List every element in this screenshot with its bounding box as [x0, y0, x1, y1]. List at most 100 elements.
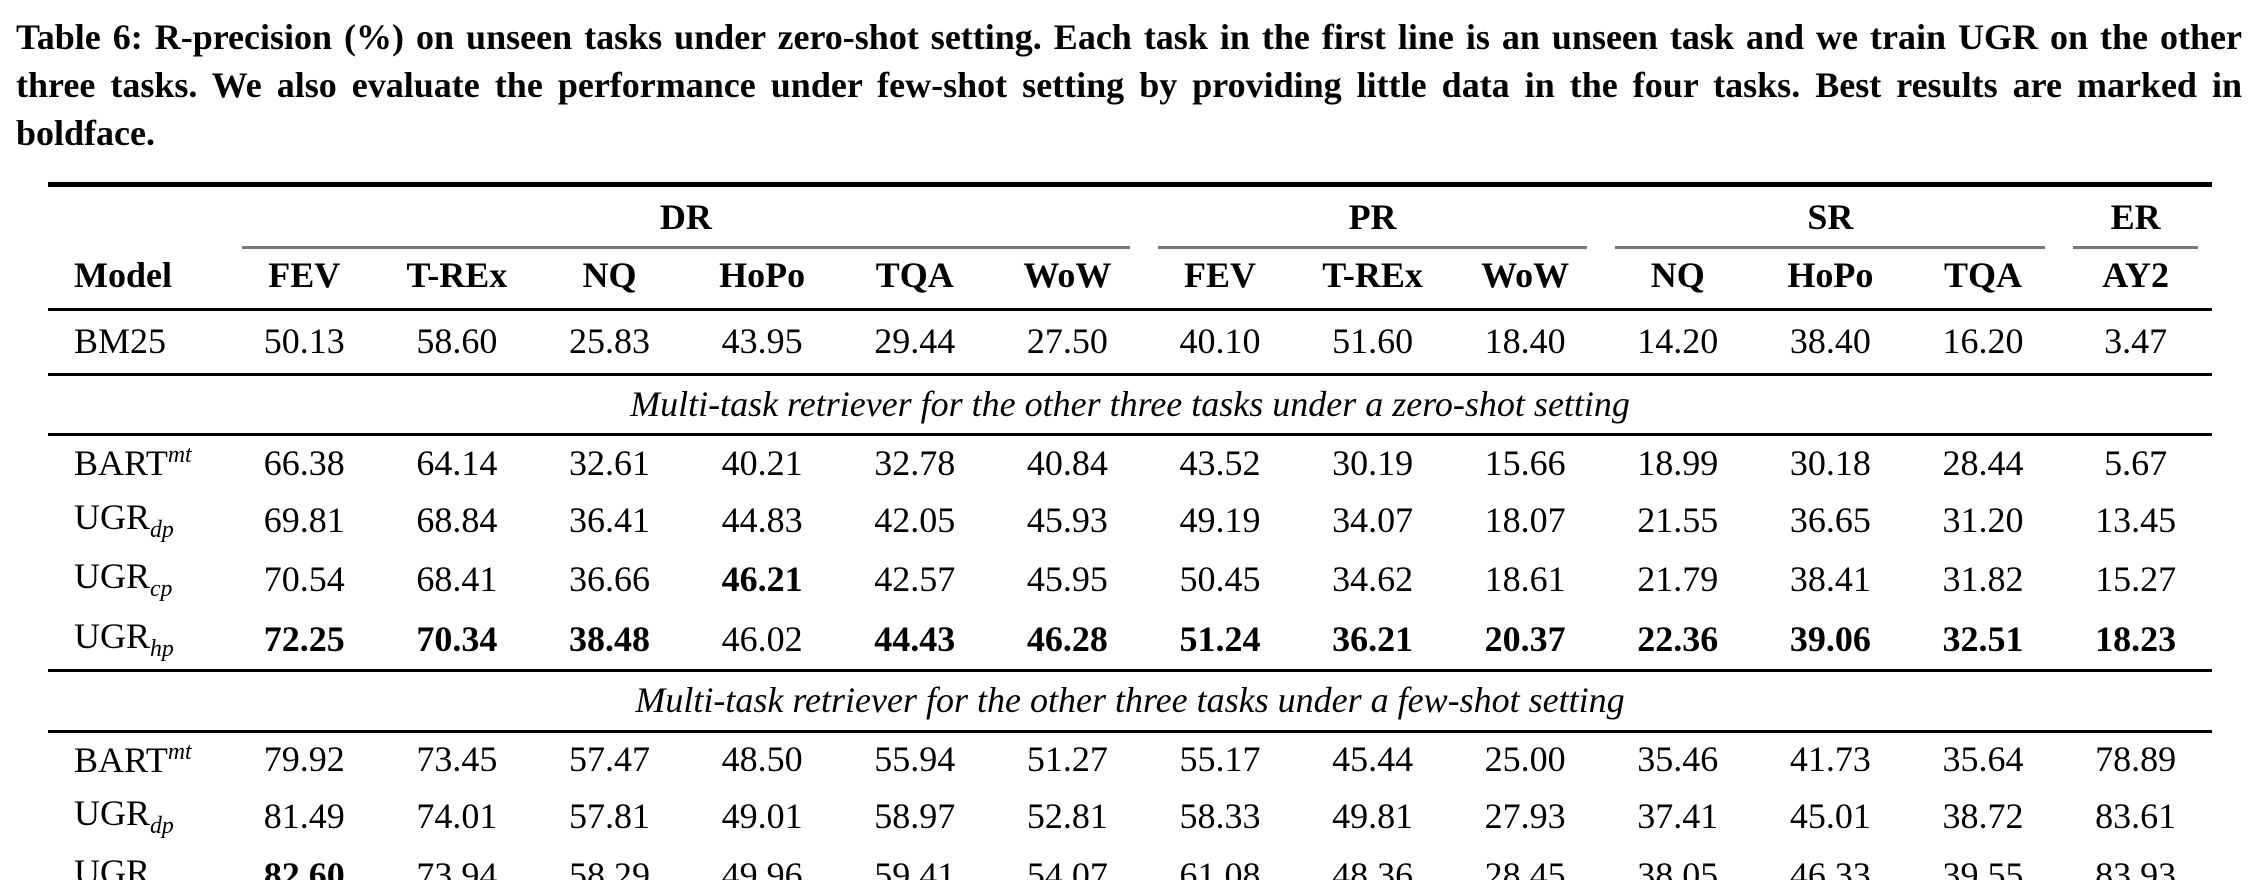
table-row: UGRcp 82.60 73.94 58.29 49.96 59.41 54.07 61.08… [48, 846, 2212, 880]
col-header-ay2-er: AY2 [2059, 249, 2212, 312]
cell-value: 46.28 [1026, 618, 1108, 659]
model-label: UGRcp [74, 852, 172, 880]
cell-value: 58.33 [1179, 795, 1261, 836]
cell-value: 79.92 [263, 739, 345, 780]
col-header-fev-pr: FEV [1143, 249, 1297, 312]
cell-value: 42.05 [874, 499, 956, 540]
cell-value: 50.45 [1179, 559, 1261, 600]
model-label: BARTmt [74, 738, 192, 780]
cell-value: 30.18 [1789, 442, 1871, 483]
cell-value: 46.33 [1789, 855, 1871, 880]
cell-value: 68.84 [416, 499, 498, 540]
cell-value: 44.43 [874, 618, 956, 659]
cell-value: 27.50 [1026, 321, 1108, 362]
table-row: UGRdp 69.81 68.84 36.41 44.83 42.05 45.93 49.19… [48, 491, 2212, 551]
cell-value: 49.96 [721, 855, 803, 880]
cell-value: 18.40 [1484, 321, 1566, 362]
cell-value: 38.48 [569, 618, 651, 659]
cell-value: 31.82 [1942, 559, 2024, 600]
cell-value: 38.41 [1789, 559, 1871, 600]
col-header-tqa-sr: TQA [1906, 249, 2060, 312]
col-header-tqa-dr: TQA [838, 249, 992, 312]
cell-value: 16.20 [1942, 321, 2024, 362]
cell-value: 61.08 [1179, 855, 1261, 880]
group-header-pr: PR [1348, 196, 1397, 237]
cell-value: 41.73 [1789, 739, 1871, 780]
cell-value: 39.06 [1789, 618, 1871, 659]
col-header-trex-dr: T-REx [380, 249, 534, 312]
model-label: UGRdp [74, 496, 174, 543]
cell-value: 31.20 [1942, 499, 2024, 540]
cell-value: 44.83 [721, 499, 803, 540]
cell-value: 25.00 [1484, 739, 1566, 780]
cell-value: 13.45 [2095, 499, 2177, 540]
cell-value: 38.05 [1637, 855, 1719, 880]
cell-value: 36.65 [1789, 499, 1871, 540]
cell-value: 49.19 [1179, 499, 1261, 540]
table-row: UGRcp 70.54 68.41 36.66 46.21 42.57 45.95 50.45… [48, 550, 2212, 610]
cell-value: 34.07 [1332, 499, 1414, 540]
cell-value: 38.40 [1789, 321, 1871, 362]
cell-value: 37.41 [1637, 795, 1719, 836]
cell-value: 45.01 [1789, 795, 1871, 836]
cell-value: 51.60 [1332, 321, 1414, 362]
cell-value: 28.45 [1484, 855, 1566, 880]
cell-value: 20.37 [1484, 618, 1566, 659]
cell-value: 72.25 [263, 618, 345, 659]
cell-value: 48.36 [1332, 855, 1414, 880]
cell-value: 81.49 [263, 795, 345, 836]
cell-value: 74.01 [416, 795, 498, 836]
cell-value: 32.61 [569, 442, 651, 483]
cell-value: 18.23 [2095, 618, 2177, 659]
cell-value: 59.41 [874, 855, 956, 880]
cell-value: 25.83 [569, 321, 651, 362]
cell-value: 52.81 [1026, 795, 1108, 836]
cell-value: 14.20 [1637, 321, 1719, 362]
cell-value: 32.51 [1942, 618, 2024, 659]
cell-value: 21.79 [1637, 559, 1719, 600]
cell-value: 36.66 [569, 559, 651, 600]
cell-value: 18.07 [1484, 499, 1566, 540]
group-header-dr: DR [659, 196, 712, 237]
cell-value: 43.95 [721, 321, 803, 362]
cell-value: 57.81 [569, 795, 651, 836]
cell-value: 40.10 [1179, 321, 1261, 362]
cell-value: 34.62 [1332, 559, 1414, 600]
cell-value: 45.93 [1026, 499, 1108, 540]
cell-value: 57.47 [569, 739, 651, 780]
cell-value: 58.97 [874, 795, 956, 836]
cell-value: 55.17 [1179, 739, 1261, 780]
cell-value: 58.29 [569, 855, 651, 880]
cell-value: 46.02 [721, 618, 803, 659]
cell-value: 18.61 [1484, 559, 1566, 600]
cell-value: 69.81 [263, 499, 345, 540]
cell-value: 82.60 [263, 855, 345, 880]
model-label: BM25 [74, 321, 167, 362]
er-underline [2073, 245, 2198, 249]
cell-value: 50.13 [263, 321, 345, 362]
section-title: Multi-task retriever for the other three… [48, 372, 2212, 437]
cell-value: 39.55 [1942, 855, 2024, 880]
cell-value: 29.44 [874, 321, 956, 362]
column-header-row: Model FEV T-REx NQ HoPo TQA WoW FEV T-RE… [48, 249, 2212, 312]
table-row: BARTmt 79.92 73.45 57.47 48.50 55.94 51.27 55.1… [48, 731, 2212, 787]
col-header-nq-dr: NQ [533, 249, 686, 312]
cell-value: 35.46 [1637, 739, 1719, 780]
table-row: BARTmt 66.38 64.14 32.61 40.21 32.78 40.84 43.5… [48, 435, 2212, 491]
cell-value: 66.38 [263, 442, 345, 483]
cell-value: 30.19 [1332, 442, 1414, 483]
section-title: Multi-task retriever for the other three… [48, 669, 2212, 733]
cell-value: 83.61 [2095, 795, 2177, 836]
col-header-model: Model [48, 249, 228, 312]
cell-value: 43.52 [1179, 442, 1261, 483]
cell-value: 28.44 [1942, 442, 2024, 483]
cell-value: 38.72 [1942, 795, 2024, 836]
cell-value: 51.24 [1179, 618, 1261, 659]
table-caption: Table 6: R-precision (%) on unseen tasks… [16, 17, 2242, 153]
cell-value: 42.57 [874, 559, 956, 600]
cell-value: 45.44 [1332, 739, 1414, 780]
cell-value: 22.36 [1637, 618, 1719, 659]
cell-value: 46.21 [721, 559, 803, 600]
cell-value: 51.27 [1026, 739, 1108, 780]
col-header-wow-dr: WoW [991, 249, 1144, 312]
